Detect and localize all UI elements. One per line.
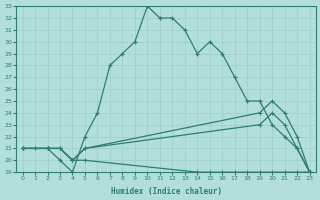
X-axis label: Humidex (Indice chaleur): Humidex (Indice chaleur) (111, 187, 221, 196)
